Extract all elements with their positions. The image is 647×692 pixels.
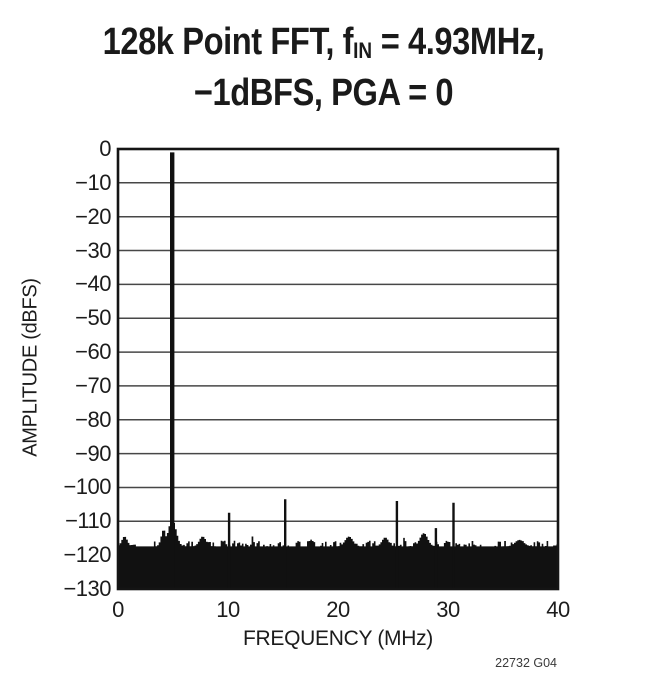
y-tick-label: −40 xyxy=(75,271,111,297)
y-tick-label: −130 xyxy=(63,576,111,601)
y-tick-label: −70 xyxy=(75,372,111,398)
y-tick-label: −110 xyxy=(65,508,111,534)
chart-title-line2: −1dBFS, PGA = 0 xyxy=(193,72,454,114)
y-tick-label: −60 xyxy=(75,339,111,365)
y-tick-label: −10 xyxy=(75,169,111,195)
y-tick-label: −120 xyxy=(63,542,111,568)
y-axis-title: AMPLITUDE (dBFS) xyxy=(19,278,42,457)
figure-number-caption: 22732 G04 xyxy=(495,656,557,670)
x-tick-label: 20 xyxy=(326,597,350,622)
y-tick-label: −50 xyxy=(75,305,111,331)
x-tick-label: 10 xyxy=(216,597,240,622)
x-axis-title: FREQUENCY (MHz) xyxy=(243,627,433,650)
x-tick-label: 30 xyxy=(436,597,460,622)
x-tick-label: 40 xyxy=(546,597,570,622)
y-tick-label: −90 xyxy=(75,440,111,466)
y-tick-label: −100 xyxy=(63,474,111,500)
y-tick-label: −80 xyxy=(75,406,111,432)
y-tick-label: 0 xyxy=(99,136,111,161)
y-tick-label: −20 xyxy=(75,203,111,229)
y-tick-label: −30 xyxy=(75,237,111,263)
chart-title-line1: 128k Point FFT, fIN = 4.93MHz, xyxy=(102,21,545,63)
chart-title: 128k Point FFT, fIN = 4.93MHz, −1dBFS, P… xyxy=(45,19,601,116)
fin-subscript: IN xyxy=(353,37,373,63)
x-tick-label: 0 xyxy=(112,597,124,622)
